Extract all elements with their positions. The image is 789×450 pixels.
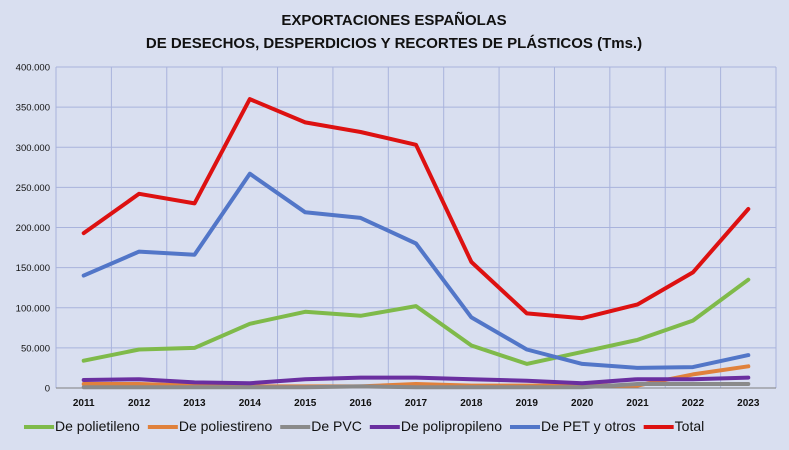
y-tick-label: 50.000 — [21, 343, 50, 354]
x-tick-label: 2018 — [460, 398, 483, 409]
series-line-de-pvc — [81, 382, 751, 390]
legend-label: Total — [675, 418, 705, 434]
x-tick-label: 2017 — [405, 398, 428, 409]
series-lines — [81, 97, 751, 390]
legend-item-de-pet-y-otros: De PET y otros — [510, 418, 636, 434]
x-tick-label: 2019 — [516, 398, 539, 409]
legend-item-total: Total — [643, 418, 705, 434]
x-tick-label: 2013 — [183, 398, 206, 409]
y-tick-label: 100.000 — [16, 303, 50, 314]
series-line-de-pet-y-otros — [81, 171, 751, 370]
x-tick-label: 2021 — [626, 398, 649, 409]
chart-title: EXPORTACIONES ESPAÑOLAS — [281, 11, 506, 29]
y-tick-label: 250.000 — [16, 183, 50, 194]
x-tick-label: 2015 — [294, 398, 317, 409]
x-axis: 2011 2012 2013 2014 2015 2016 2017 2018 2019 2020… — [56, 387, 776, 409]
legend-label: De poliestireno — [179, 418, 273, 434]
legend-item-de-pvc: De PVC — [280, 418, 362, 434]
series-line-de-polietileno — [81, 277, 751, 366]
y-tick-label: 200.000 — [16, 223, 50, 234]
x-tick-label: 2023 — [737, 398, 760, 409]
y-tick-label: 350.000 — [16, 103, 50, 114]
y-tick-label: 300.000 — [16, 143, 50, 154]
legend-item-de-polietileno: De polietileno — [24, 418, 140, 434]
series-line-total — [81, 97, 751, 321]
chart-subtitle: DE DESECHOS, DESPERDICIOS Y RECORTES DE … — [146, 35, 642, 52]
y-tick-label: 150.000 — [16, 263, 50, 274]
legend-label: De PET y otros — [541, 418, 636, 434]
x-tick-label: 2012 — [128, 398, 151, 409]
legend-label: De polipropileno — [401, 418, 502, 434]
y-tick-label: 0 — [45, 384, 50, 395]
legend-label: De polietileno — [55, 418, 140, 434]
x-tick-label: 2014 — [239, 398, 262, 409]
y-axis: 0 50.000 100.000 150.000 200.000 250.000 300.0… — [16, 63, 50, 395]
gridlines — [55, 66, 777, 389]
series-line-de-polipropileno — [81, 375, 751, 386]
x-tick-label: 2022 — [682, 398, 705, 409]
y-tick-label: 400.000 — [16, 63, 50, 74]
x-tick-label: 2016 — [349, 398, 372, 409]
legend-label: De PVC — [311, 418, 362, 434]
x-tick-label: 2020 — [571, 398, 594, 409]
legend-item-de-poliestireno: De poliestireno — [147, 418, 273, 434]
legend-item-de-polipropileno: De polipropileno — [369, 418, 502, 434]
legend: De polietileno De poliestireno De PVC De po… — [24, 418, 704, 434]
x-tick-label: 2011 — [73, 398, 95, 409]
